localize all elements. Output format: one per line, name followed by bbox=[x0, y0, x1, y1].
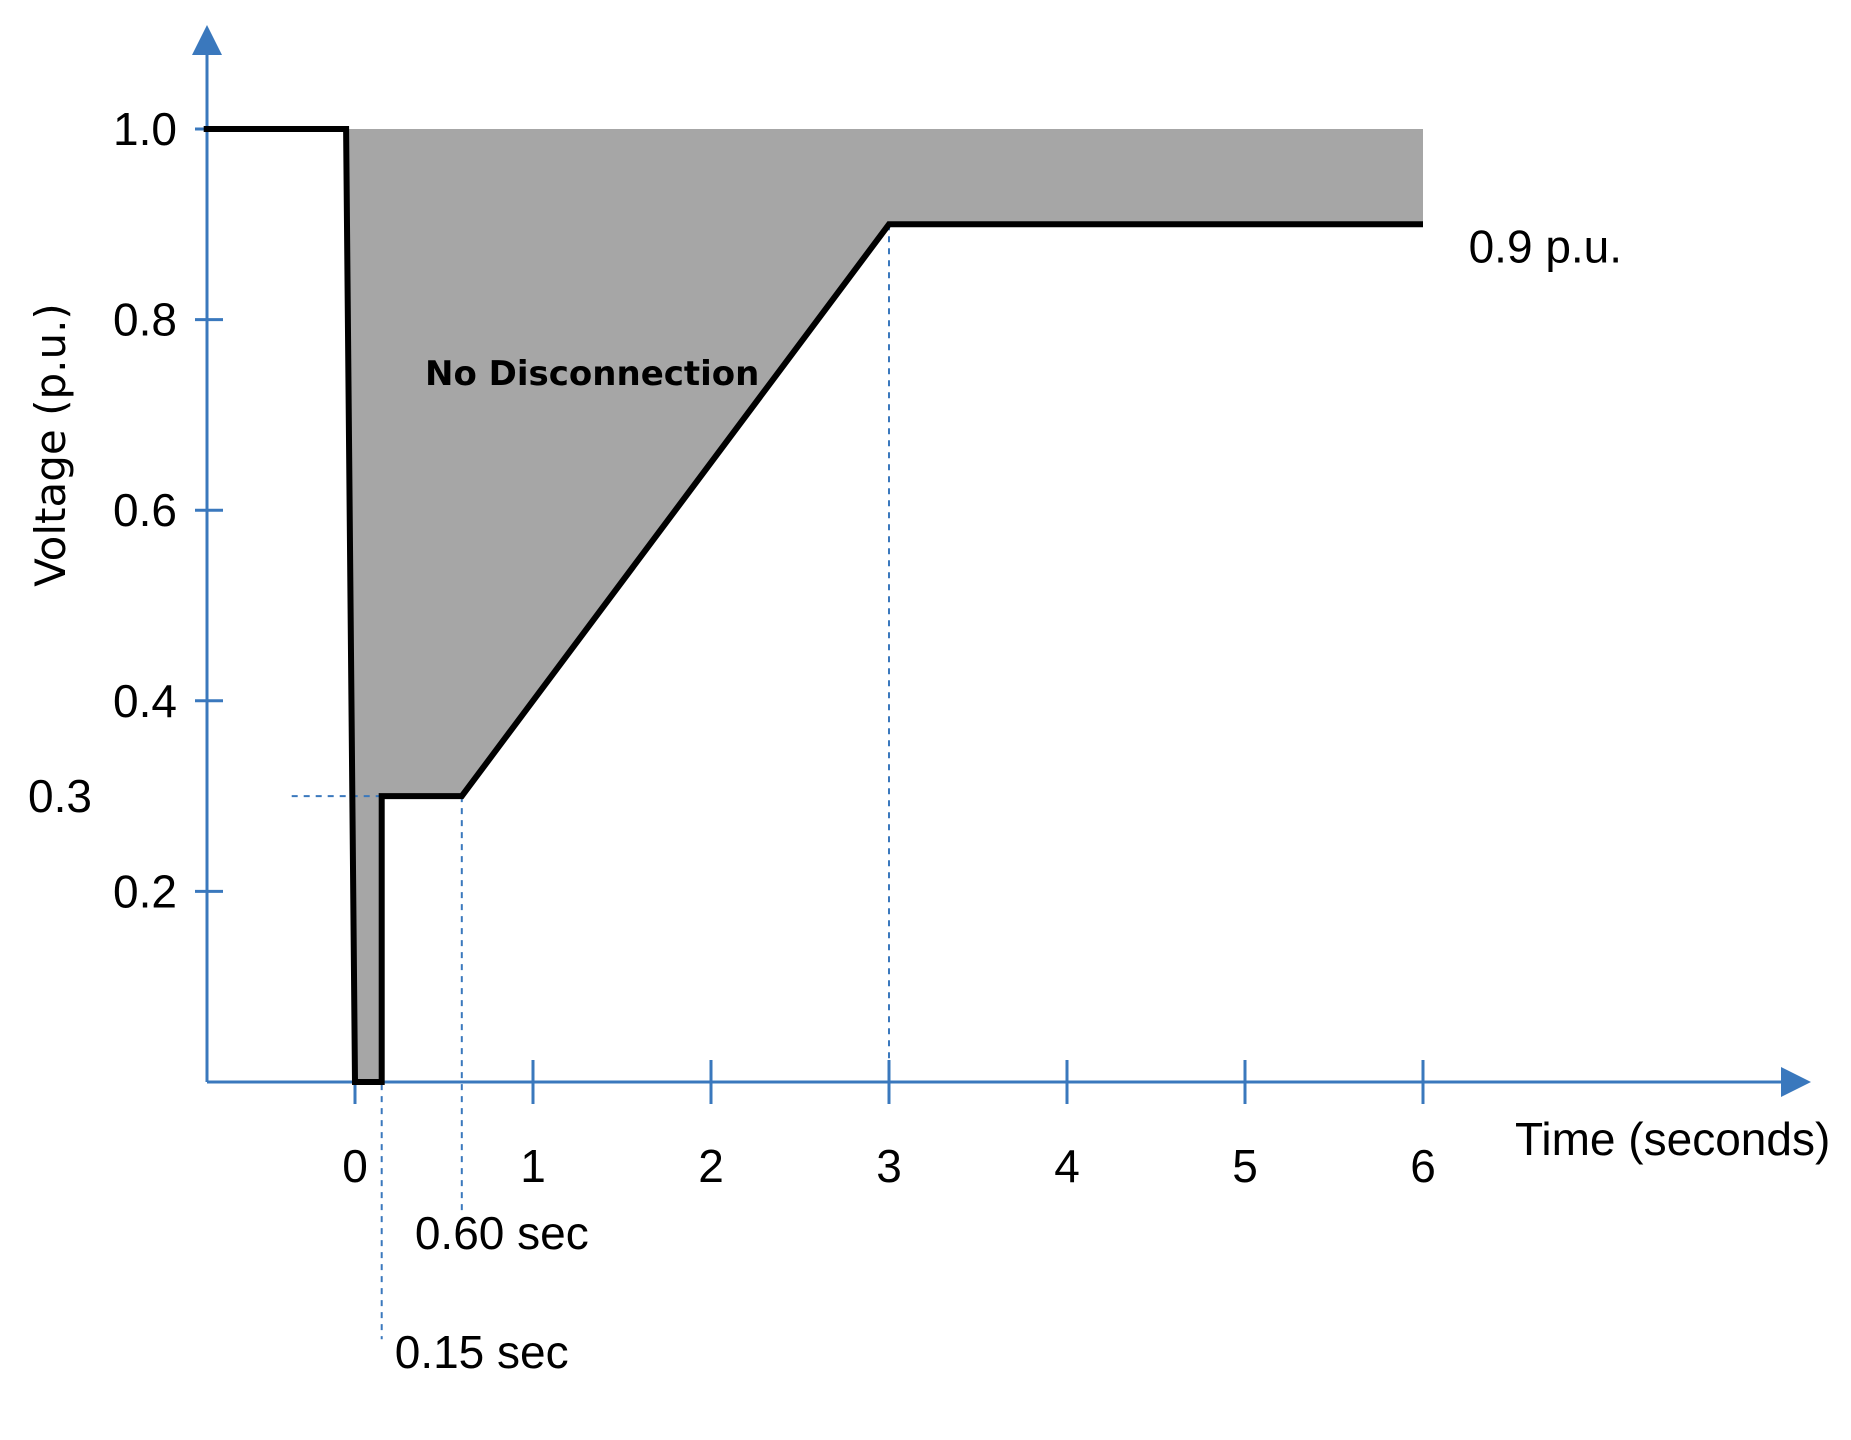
x-tick-label-6: 6 bbox=[1410, 1140, 1436, 1192]
voltage-curve-1 bbox=[203, 126, 1423, 1085]
y-tick-label-0-8: 0.8 bbox=[113, 294, 177, 346]
y-axis-title: Voltage (p.u.) bbox=[26, 303, 75, 587]
reference-label-1: 0.3 bbox=[28, 770, 92, 822]
x-tick-label-0: 0 bbox=[342, 1140, 368, 1192]
no-disconnection-region bbox=[346, 129, 1424, 1082]
curve-layer bbox=[203, 126, 1423, 1085]
y-tick-label-0-4: 0.4 bbox=[113, 675, 177, 727]
reference-label-3: 0.60 sec bbox=[415, 1207, 589, 1259]
y-tick-label-0-6: 0.6 bbox=[113, 484, 177, 536]
axes-layer bbox=[192, 25, 1811, 1104]
region-label: No Disconnection bbox=[425, 354, 759, 394]
x-tick-label-2: 2 bbox=[698, 1140, 724, 1192]
shaded-region-layer bbox=[346, 129, 1424, 1082]
labels-layer: 0 1 2 3 4 5 6 0.2 0.4 0.6 0.8 1.0 0.3 0.15 sec 0.60 se… bbox=[26, 103, 1830, 1378]
reference-label-2: 0.15 sec bbox=[395, 1326, 569, 1378]
x-tick-label-1: 1 bbox=[520, 1140, 546, 1192]
annotation-1: 0.9 p.u. bbox=[1469, 220, 1622, 272]
x-axis-title: Time (seconds) bbox=[1515, 1113, 1830, 1165]
reference-lines-layer bbox=[291, 224, 890, 1340]
y-tick-label-0-2: 0.2 bbox=[113, 865, 177, 917]
x-tick-label-3: 3 bbox=[876, 1140, 902, 1192]
y-tick-label-1: 1.0 bbox=[113, 103, 177, 155]
x-tick-label-5: 5 bbox=[1232, 1140, 1258, 1192]
x-tick-label-4: 4 bbox=[1054, 1140, 1080, 1192]
